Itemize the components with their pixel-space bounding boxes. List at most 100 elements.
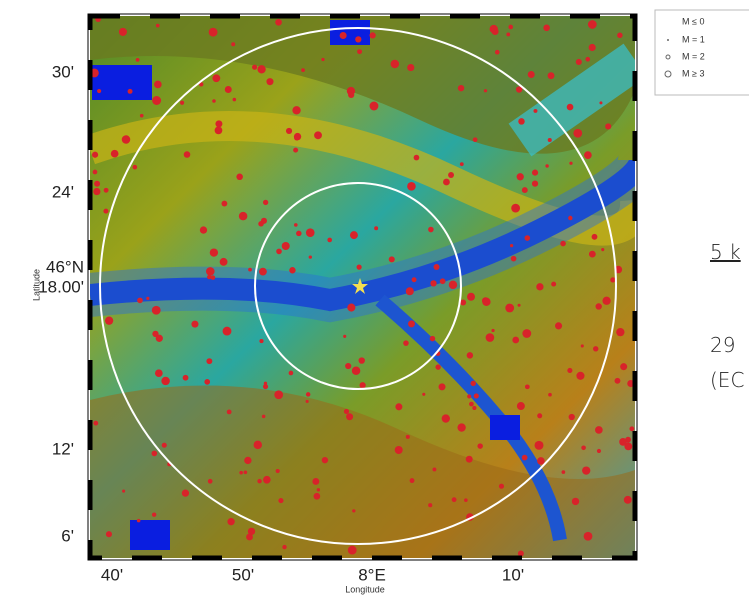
epicenter xyxy=(220,258,228,266)
y-label: 30' xyxy=(52,62,74,81)
epicenter xyxy=(528,71,535,78)
epicenter xyxy=(474,393,479,398)
epicenter xyxy=(536,283,543,290)
epicenter xyxy=(352,509,355,512)
epicenter xyxy=(227,409,232,414)
epicenter xyxy=(215,120,222,127)
epicenter xyxy=(506,33,510,37)
epicenter xyxy=(345,363,351,369)
epicenter xyxy=(263,200,268,205)
epicenter xyxy=(555,322,562,329)
epicenter xyxy=(589,251,596,258)
x-axis-title: Longitude xyxy=(345,584,385,594)
epicenter xyxy=(276,469,280,473)
epicenter xyxy=(442,414,450,422)
epicenter xyxy=(522,329,531,338)
epicenter xyxy=(152,513,156,517)
epicenter xyxy=(467,394,471,398)
epicenter xyxy=(357,265,362,270)
x-label: 50' xyxy=(232,565,254,584)
epicenter xyxy=(103,209,108,214)
epicenter xyxy=(274,390,283,399)
epicenter xyxy=(537,457,545,465)
epicenter xyxy=(133,165,138,170)
epicenter xyxy=(490,25,498,33)
epicenter xyxy=(106,531,112,537)
epicenter xyxy=(597,449,601,453)
epicenter xyxy=(322,457,328,463)
epicenter xyxy=(225,86,232,93)
epicenter xyxy=(200,226,207,233)
epicenter xyxy=(278,498,283,503)
epicenter xyxy=(573,129,582,138)
epicenter xyxy=(314,131,322,139)
epicenter xyxy=(301,68,305,72)
epicenter xyxy=(510,244,513,247)
epicenter xyxy=(156,335,163,342)
epicenter xyxy=(473,137,478,142)
epicenter xyxy=(599,101,602,104)
epicenter xyxy=(137,298,143,304)
epicenter xyxy=(259,268,267,276)
epicenter xyxy=(289,267,295,273)
epicenter xyxy=(314,493,321,500)
epicenter xyxy=(212,99,216,103)
epicenter xyxy=(518,118,524,124)
epicenter xyxy=(499,484,504,489)
epicenter xyxy=(629,426,634,431)
epicenter xyxy=(467,293,475,301)
epicenter xyxy=(360,382,366,388)
epicenter xyxy=(582,466,590,474)
epicenter xyxy=(452,497,457,502)
side-text: (EC xyxy=(710,368,744,392)
epicenter xyxy=(576,372,584,380)
epicenter xyxy=(182,490,189,497)
epicenter xyxy=(289,371,294,376)
epicenter xyxy=(204,379,210,385)
epicenter xyxy=(293,148,298,153)
epicenter xyxy=(104,188,109,193)
epicenter xyxy=(93,421,98,426)
epicenter xyxy=(294,135,300,141)
epicenter xyxy=(569,414,575,420)
legend-label: M = 2 xyxy=(682,51,705,61)
epicenter xyxy=(246,534,253,541)
epicenter xyxy=(309,255,312,258)
epicenter xyxy=(294,223,298,227)
epicenter xyxy=(624,496,632,504)
epicenter xyxy=(152,96,161,105)
epicenter xyxy=(374,226,378,230)
epicenter xyxy=(408,320,415,327)
legend: M ≤ 0 M = 1 M = 2 M ≥ 3 xyxy=(655,10,749,95)
epicenter xyxy=(321,58,324,61)
epicenter xyxy=(439,383,446,390)
epicenter xyxy=(525,384,530,389)
epicenter xyxy=(111,150,119,158)
epicenter xyxy=(545,164,548,167)
x-label: 10' xyxy=(502,565,524,584)
epicenter xyxy=(467,352,473,358)
epicenter xyxy=(206,267,215,276)
epicenter xyxy=(414,155,420,161)
epicenter xyxy=(581,445,586,450)
epicenter xyxy=(262,415,266,419)
epicenter xyxy=(548,72,555,79)
epicenter xyxy=(592,234,598,240)
epicenter xyxy=(105,317,113,325)
epicenter xyxy=(236,174,243,181)
epicenter xyxy=(347,304,355,312)
epicenter xyxy=(162,443,167,448)
epicenter xyxy=(486,333,495,342)
epicenter xyxy=(508,25,513,30)
epicenter xyxy=(146,297,149,300)
epicenter xyxy=(327,238,332,243)
epicenter xyxy=(370,32,376,38)
epicenter xyxy=(482,298,490,306)
epicenter xyxy=(616,328,624,336)
epicenter xyxy=(560,241,566,247)
epicenter xyxy=(239,212,248,221)
epicenter xyxy=(137,519,141,523)
epicenter xyxy=(567,368,572,373)
epicenter xyxy=(296,231,302,237)
epicenter xyxy=(154,81,162,89)
